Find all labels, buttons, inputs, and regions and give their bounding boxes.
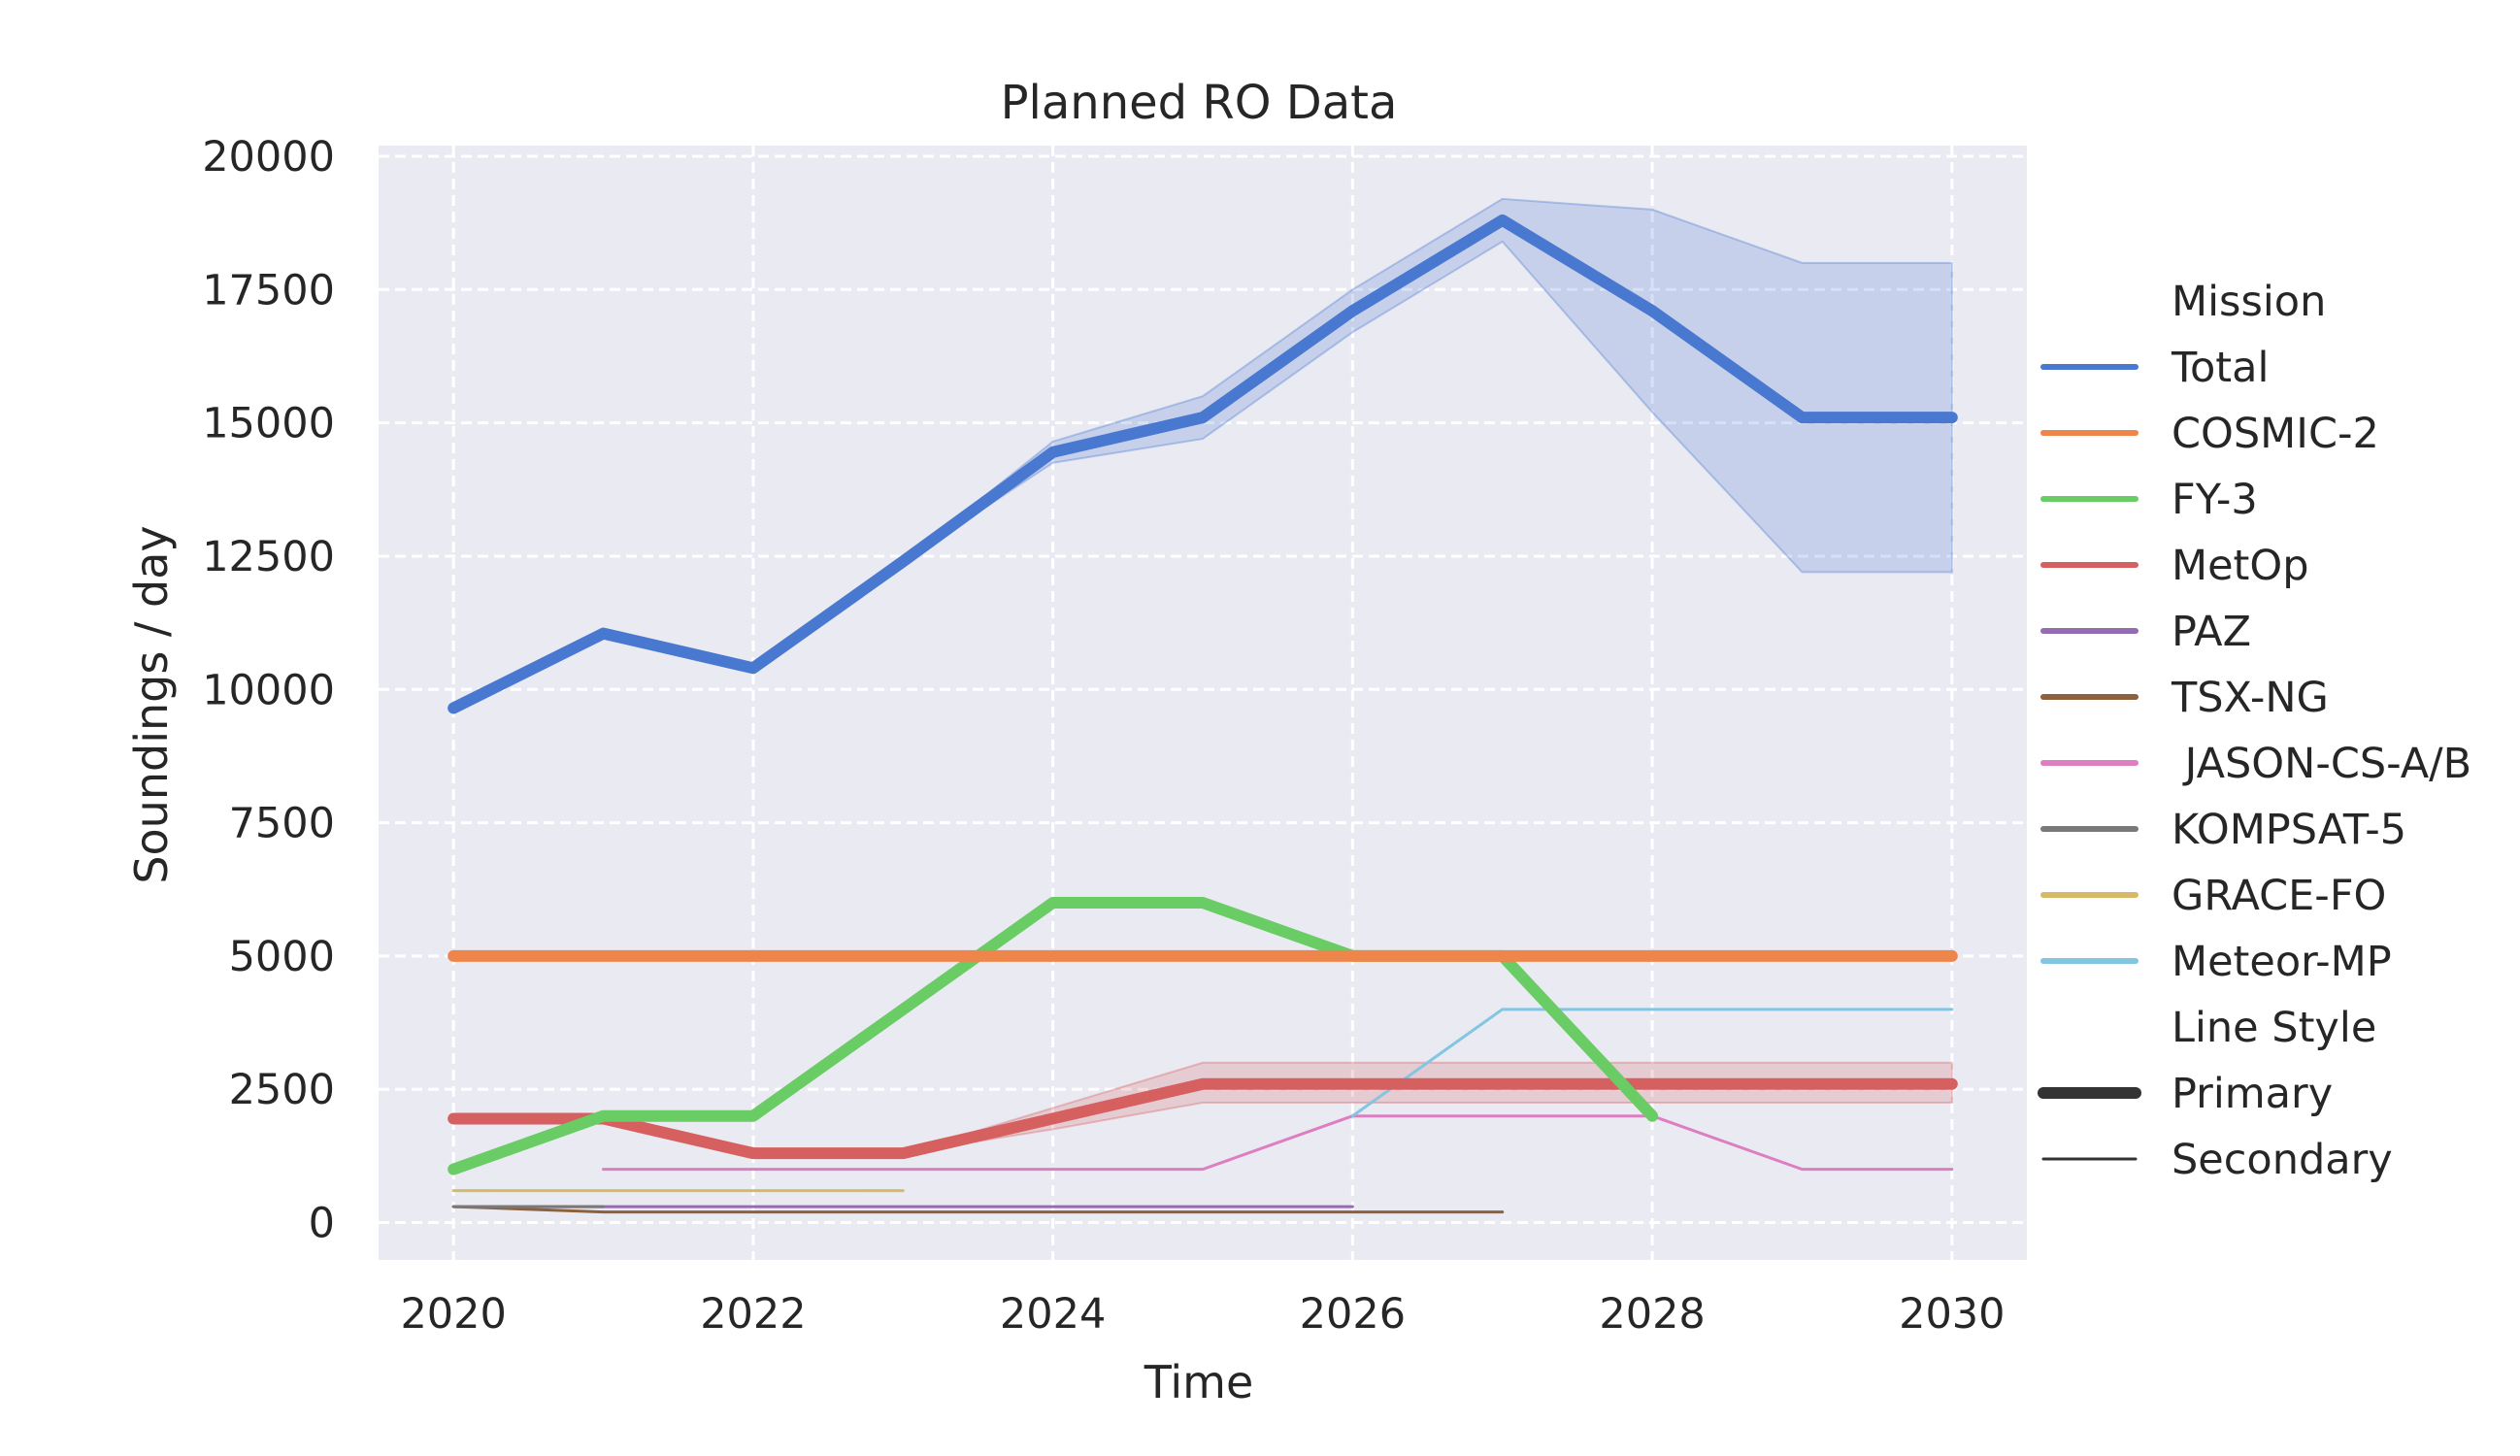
legend-label-tsx-ng: TSX-NG [2171,674,2329,722]
y-tick-label: 15000 [202,400,335,448]
y-tick-label: 5000 [229,933,335,981]
legend-label-primary: Primary [2172,1070,2333,1118]
x-axis-label: Time [1144,1356,1254,1408]
x-tick-label: 2026 [1300,1290,1406,1339]
legend-label-grace-fo: GRACE-FO [2172,872,2386,920]
series-lines [448,214,1958,1214]
x-tick-label: 2022 [700,1290,806,1339]
y-axis-label: Soundings / day [125,525,178,883]
legend-label-fy-3: FY-3 [2172,476,2258,524]
legend: Mission Total COSMIC-2 FY-3 MetOp PAZ TSX-NG J… [2038,278,2471,1184]
legend-label-meteor-mp: Meteor-MP [2172,938,2392,986]
chart-title: Planned RO Data [1001,76,1398,130]
legend-label-cosmic-2: COSMIC-2 [2172,410,2379,458]
y-tick-label: 20000 [202,133,335,182]
y-tick-label: 0 [309,1200,335,1248]
legend-label-kompsat-5: KOMPSAT-5 [2172,806,2406,854]
series-line-total [448,214,1958,714]
series-line-tsx-ng [451,1205,1505,1214]
y-tick-label: 2500 [229,1066,335,1114]
x-tick-label: 2028 [1599,1290,1705,1339]
y-tick-label: 10000 [202,666,335,714]
legend-label-secondary: Secondary [2172,1136,2393,1184]
y-tick-label: 7500 [229,800,335,848]
legend-label-total: Total [2171,344,2269,392]
x-tick-label: 2020 [400,1290,506,1339]
plot-background [379,146,2027,1260]
legend-label-paz: PAZ [2172,608,2251,656]
legend-label-metop: MetOp [2172,542,2309,590]
y-tick-labels: 0 2500 5000 7500 10000 12500 15000 17500 20000 [202,133,335,1248]
legend-label-jason-cs-a-b: JASON-CS-A/B [2172,740,2471,788]
series-line-metop [448,1077,1958,1160]
x-tick-labels: 2020 2022 2024 2026 2028 2030 [400,1290,2005,1339]
y-tick-label: 17500 [202,266,335,314]
x-tick-label: 2030 [1899,1290,2005,1339]
series-line-jason-cs-a-b [602,1114,1954,1172]
y-tick-label: 12500 [202,533,335,581]
legend-section-title: Line Style [2172,1004,2376,1052]
x-tick-label: 2024 [1000,1290,1106,1339]
legend-section-title: Mission [2172,278,2326,326]
